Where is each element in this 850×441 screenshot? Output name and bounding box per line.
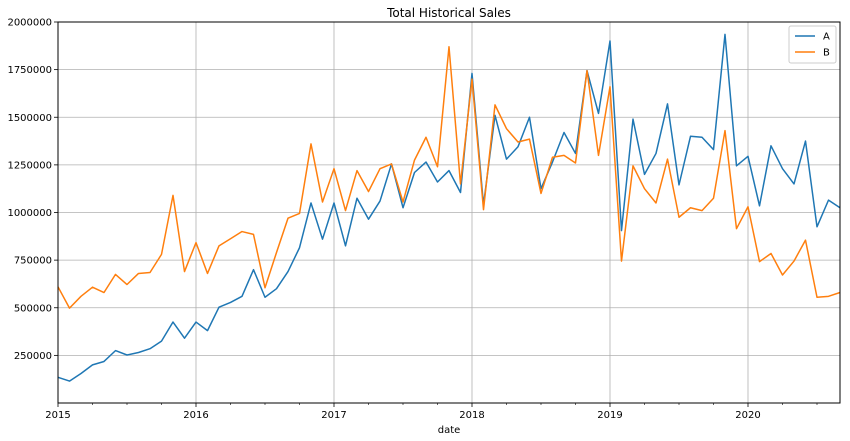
y-tick-label: 1500000 — [7, 113, 52, 124]
series-line-A — [57, 33, 841, 382]
x-tick-label: 2017 — [321, 410, 346, 421]
y-axis-ticks: 250000 500000 750000 1000000 1250000 1500000 1… — [7, 18, 58, 362]
y-tick-label: 750000 — [14, 256, 52, 267]
y-tick-label: 2000000 — [7, 18, 52, 29]
chart-legend: AB — [788, 25, 837, 64]
x-axis-label: date — [438, 425, 461, 436]
chart-title: Total Historical Sales — [386, 6, 511, 20]
y-tick-label: 1000000 — [7, 208, 52, 219]
series-line-B — [57, 46, 841, 309]
y-tick-label: 500000 — [14, 303, 52, 314]
legend-label-A: A — [823, 32, 830, 43]
x-axis-ticks: 2015 2016 2017 2018 2019 2020 — [45, 403, 818, 421]
x-tick-label: 2020 — [735, 410, 760, 421]
y-tick-label: 250000 — [14, 351, 52, 362]
y-tick-label: 1250000 — [7, 160, 52, 171]
x-tick-label: 2018 — [459, 410, 484, 421]
y-tick-label: 1750000 — [7, 65, 52, 76]
series-lines — [57, 33, 841, 382]
x-tick-label: 2016 — [183, 410, 208, 421]
x-tick-label: 2015 — [45, 410, 70, 421]
legend-label-B: B — [823, 48, 830, 59]
x-tick-label: 2019 — [597, 410, 622, 421]
